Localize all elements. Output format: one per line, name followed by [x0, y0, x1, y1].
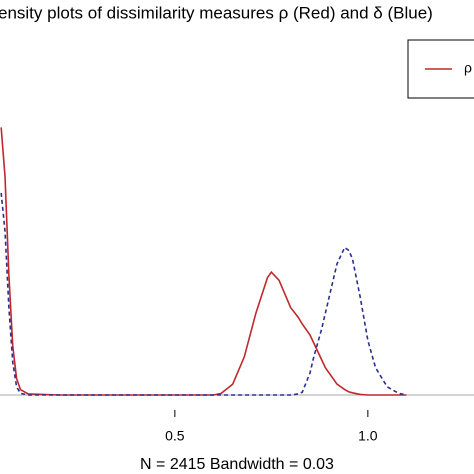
legend-label: ρ: [464, 60, 472, 76]
density-line: [0, 192, 407, 396]
x-tick-label: 1.0: [358, 428, 378, 444]
density-line: [0, 127, 407, 396]
chart-title: ensity plots of dissimilarity measures ρ…: [0, 3, 433, 22]
x-tick-label: 0.5: [165, 428, 185, 444]
x-axis-label: N = 2415 Bandwidth = 0.03: [140, 456, 334, 473]
